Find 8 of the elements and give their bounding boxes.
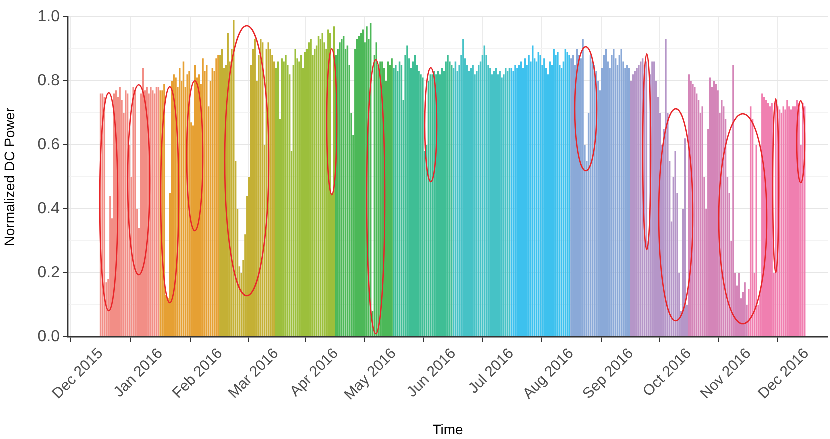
y-tick-label: 0.2 <box>38 264 60 282</box>
y-tick-label: 0.4 <box>38 200 60 218</box>
y-tick-label: 0.6 <box>38 136 60 154</box>
x-axis-title: Time <box>432 421 464 438</box>
y-tick-label: 0.0 <box>38 328 60 346</box>
y-tick-label: 1.0 <box>38 8 60 26</box>
y-tick-label: 0.8 <box>38 72 60 90</box>
y-axis-title: Normalized DC Power <box>1 107 18 246</box>
